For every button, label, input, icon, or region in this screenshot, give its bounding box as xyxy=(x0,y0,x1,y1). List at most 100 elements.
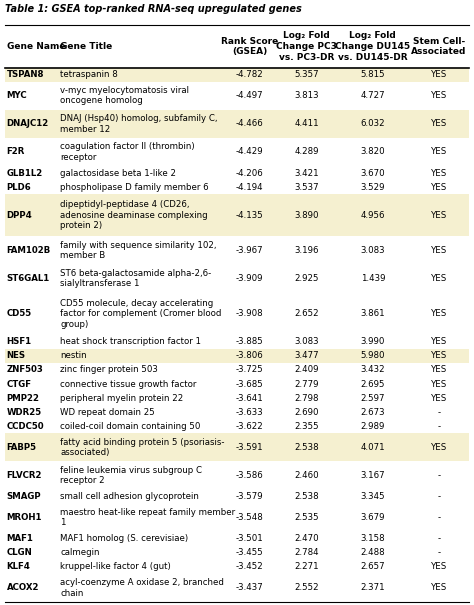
Text: MROH1: MROH1 xyxy=(7,513,42,522)
Text: ST6GAL1: ST6GAL1 xyxy=(7,274,50,283)
Text: dipeptidyl-peptidase 4 (CD26,
adenosine deaminase complexing
protein 2): dipeptidyl-peptidase 4 (CD26, adenosine … xyxy=(60,200,208,230)
Text: Log₂ Fold
Change PC3
vs. PC3-DR: Log₂ Fold Change PC3 vs. PC3-DR xyxy=(276,31,337,62)
Text: 4.727: 4.727 xyxy=(361,91,385,100)
Text: calmegin: calmegin xyxy=(60,548,100,557)
Text: kruppel-like factor 4 (gut): kruppel-like factor 4 (gut) xyxy=(60,562,171,571)
Bar xyxy=(5,377,469,391)
Bar xyxy=(5,546,469,560)
Text: 3.990: 3.990 xyxy=(361,338,385,346)
Text: YES: YES xyxy=(431,91,447,100)
Text: PMP22: PMP22 xyxy=(7,394,40,402)
Text: YES: YES xyxy=(431,246,447,255)
Text: -4.194: -4.194 xyxy=(236,183,264,192)
Text: DPP4: DPP4 xyxy=(7,211,32,220)
Text: -3.806: -3.806 xyxy=(236,352,264,361)
Text: WDR25: WDR25 xyxy=(7,408,42,417)
Bar xyxy=(5,433,469,462)
Text: -: - xyxy=(438,534,441,543)
Text: 2.355: 2.355 xyxy=(294,422,319,431)
Text: MAF1: MAF1 xyxy=(7,534,34,543)
Text: YES: YES xyxy=(431,379,447,388)
Text: 2.488: 2.488 xyxy=(361,548,385,557)
Bar xyxy=(5,462,469,489)
Text: -3.725: -3.725 xyxy=(236,365,264,374)
Text: Gene Name: Gene Name xyxy=(7,42,65,51)
Text: heat shock transcription factor 1: heat shock transcription factor 1 xyxy=(60,338,201,346)
Text: 3.421: 3.421 xyxy=(294,169,319,177)
Text: nestin: nestin xyxy=(60,352,87,361)
Bar xyxy=(5,138,469,166)
Text: 4.071: 4.071 xyxy=(361,443,385,452)
Text: 5.815: 5.815 xyxy=(361,70,385,79)
Text: feline leukemia virus subgroup C
receptor 2: feline leukemia virus subgroup C recepto… xyxy=(60,466,202,485)
Text: 3.432: 3.432 xyxy=(361,365,385,374)
Text: 3.890: 3.890 xyxy=(294,211,319,220)
Text: 3.158: 3.158 xyxy=(361,534,385,543)
Text: GLB1L2: GLB1L2 xyxy=(7,169,43,177)
Text: 5.357: 5.357 xyxy=(294,70,319,79)
Text: -3.455: -3.455 xyxy=(236,548,264,557)
Text: peripheral myelin protein 22: peripheral myelin protein 22 xyxy=(60,394,183,402)
Text: YES: YES xyxy=(431,211,447,220)
Text: WD repeat domain 25: WD repeat domain 25 xyxy=(60,408,155,417)
Text: 2.409: 2.409 xyxy=(294,365,319,374)
Text: Table 1: GSEA top-ranked RNA-seq upregulated genes: Table 1: GSEA top-ranked RNA-seq upregul… xyxy=(5,4,301,15)
Text: YES: YES xyxy=(431,365,447,374)
Text: KLF4: KLF4 xyxy=(7,562,30,571)
Text: 2.779: 2.779 xyxy=(294,379,319,388)
Text: CD55: CD55 xyxy=(7,309,32,318)
Text: acyl-coenzyme A oxidase 2, branched
chain: acyl-coenzyme A oxidase 2, branched chai… xyxy=(60,578,224,598)
Bar xyxy=(5,68,469,82)
Text: 2.695: 2.695 xyxy=(361,379,385,388)
Text: connective tissue growth factor: connective tissue growth factor xyxy=(60,379,196,388)
Text: 2.657: 2.657 xyxy=(361,562,385,571)
Text: 3.679: 3.679 xyxy=(361,513,385,522)
Text: -3.633: -3.633 xyxy=(236,408,264,417)
Text: 2.597: 2.597 xyxy=(361,394,385,402)
Text: 6.032: 6.032 xyxy=(361,119,385,128)
Text: -3.641: -3.641 xyxy=(236,394,264,402)
Text: 3.813: 3.813 xyxy=(294,91,319,100)
Text: v-myc myelocytomatosis viral
oncogene homolog: v-myc myelocytomatosis viral oncogene ho… xyxy=(60,86,189,105)
Bar xyxy=(5,503,469,532)
Bar xyxy=(5,574,469,602)
Text: -3.909: -3.909 xyxy=(236,274,264,283)
Text: SMAGP: SMAGP xyxy=(7,492,41,501)
Bar xyxy=(5,349,469,363)
Text: CD55 molecule, decay accelerating
factor for complement (Cromer blood
group): CD55 molecule, decay accelerating factor… xyxy=(60,299,221,329)
Text: -3.579: -3.579 xyxy=(236,492,264,501)
Text: -3.622: -3.622 xyxy=(236,422,264,431)
Text: 4.289: 4.289 xyxy=(294,148,319,157)
Text: 2.925: 2.925 xyxy=(294,274,319,283)
Text: Rank Score
(GSEA): Rank Score (GSEA) xyxy=(221,37,278,56)
Text: -: - xyxy=(438,513,441,522)
Text: YES: YES xyxy=(431,169,447,177)
Text: -3.501: -3.501 xyxy=(236,534,264,543)
Bar xyxy=(5,532,469,546)
Text: 3.196: 3.196 xyxy=(294,246,319,255)
Text: -3.437: -3.437 xyxy=(236,583,264,592)
Bar xyxy=(5,560,469,574)
Text: 3.537: 3.537 xyxy=(294,183,319,192)
Text: tetraspanin 8: tetraspanin 8 xyxy=(60,70,118,79)
Text: ZNF503: ZNF503 xyxy=(7,365,44,374)
Text: FAM102B: FAM102B xyxy=(7,246,51,255)
Text: 2.538: 2.538 xyxy=(294,443,319,452)
Text: coagulation factor II (thrombin)
receptor: coagulation factor II (thrombin) recepto… xyxy=(60,142,195,162)
Text: NES: NES xyxy=(7,352,26,361)
Bar xyxy=(5,391,469,405)
Bar xyxy=(5,237,469,264)
Text: PLD6: PLD6 xyxy=(7,183,31,192)
Text: -4.782: -4.782 xyxy=(236,70,264,79)
Text: YES: YES xyxy=(431,183,447,192)
Text: 2.538: 2.538 xyxy=(294,492,319,501)
Text: -4.497: -4.497 xyxy=(236,91,264,100)
Text: FLVCR2: FLVCR2 xyxy=(7,471,42,480)
Text: 2.371: 2.371 xyxy=(361,583,385,592)
Text: 2.690: 2.690 xyxy=(294,408,319,417)
Text: 3.345: 3.345 xyxy=(361,492,385,501)
Text: -3.885: -3.885 xyxy=(236,338,264,346)
Text: 2.470: 2.470 xyxy=(294,534,319,543)
Text: -: - xyxy=(438,548,441,557)
Text: YES: YES xyxy=(431,394,447,402)
